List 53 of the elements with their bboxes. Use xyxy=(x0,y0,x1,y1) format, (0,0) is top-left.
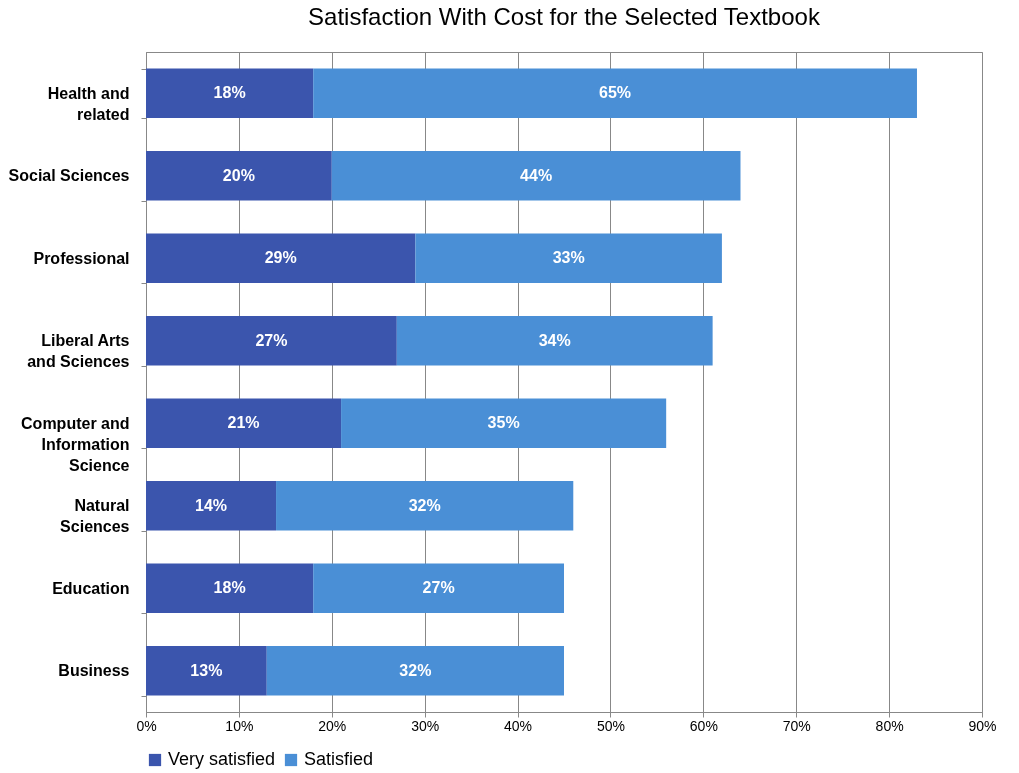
y-tick-label: Professional xyxy=(33,249,130,267)
x-tick-label: 40% xyxy=(504,717,533,734)
y-tick-label: Business xyxy=(58,662,130,680)
bar xyxy=(146,233,416,283)
data-label: 14% xyxy=(195,496,228,514)
data-label: 32% xyxy=(408,496,441,514)
bar xyxy=(146,316,397,366)
y-tick-label: Health and related xyxy=(47,84,130,123)
data-label: 32% xyxy=(399,661,432,679)
data-label: 44% xyxy=(520,166,553,184)
y-tick-label: Natural Sciences xyxy=(60,497,130,536)
bar xyxy=(276,481,574,531)
x-tick-label: 30% xyxy=(411,717,440,734)
bar xyxy=(146,398,342,448)
data-label: 29% xyxy=(264,249,297,267)
data-label: 18% xyxy=(213,84,246,102)
bar xyxy=(341,398,667,448)
data-label: 27% xyxy=(255,331,288,349)
bar xyxy=(146,151,332,201)
data-label: 13% xyxy=(190,661,223,679)
data-label: 20% xyxy=(222,166,255,184)
data-label: 27% xyxy=(422,579,455,597)
bar xyxy=(313,68,917,118)
x-tick-label: 50% xyxy=(596,717,625,734)
chart-title: Satisfaction With Cost for the Selected Textbook xyxy=(308,3,821,30)
x-tick-label: 10% xyxy=(225,717,254,734)
bar xyxy=(415,233,722,283)
bar xyxy=(146,68,314,118)
bar xyxy=(313,563,564,613)
bar xyxy=(331,151,741,201)
x-tick-label: 90% xyxy=(968,717,997,734)
legend-label: Very satisfied xyxy=(168,749,276,769)
x-tick-label: 60% xyxy=(689,717,718,734)
bar xyxy=(146,481,277,531)
data-label: 21% xyxy=(227,414,260,432)
y-tick-label: Liberal Arts and Sciences xyxy=(27,332,130,371)
legend-label: Satisfied xyxy=(304,749,374,769)
x-tick-label: 70% xyxy=(782,717,811,734)
y-tick-label: Computer and Information Science xyxy=(21,414,130,474)
data-label: 65% xyxy=(599,84,632,102)
data-label: 33% xyxy=(552,249,585,267)
x-tick-label: 80% xyxy=(875,717,904,734)
y-tick-label: Education xyxy=(52,579,130,597)
data-label: 34% xyxy=(538,331,571,349)
x-tick-label: 0% xyxy=(136,717,157,734)
bar xyxy=(396,316,713,366)
bar xyxy=(266,646,564,696)
bar xyxy=(146,646,267,696)
data-label: 35% xyxy=(487,414,520,432)
bar xyxy=(146,563,314,613)
data-label: 18% xyxy=(213,579,246,597)
y-tick-label: Social Sciences xyxy=(8,167,130,185)
x-tick-label: 20% xyxy=(318,717,347,734)
